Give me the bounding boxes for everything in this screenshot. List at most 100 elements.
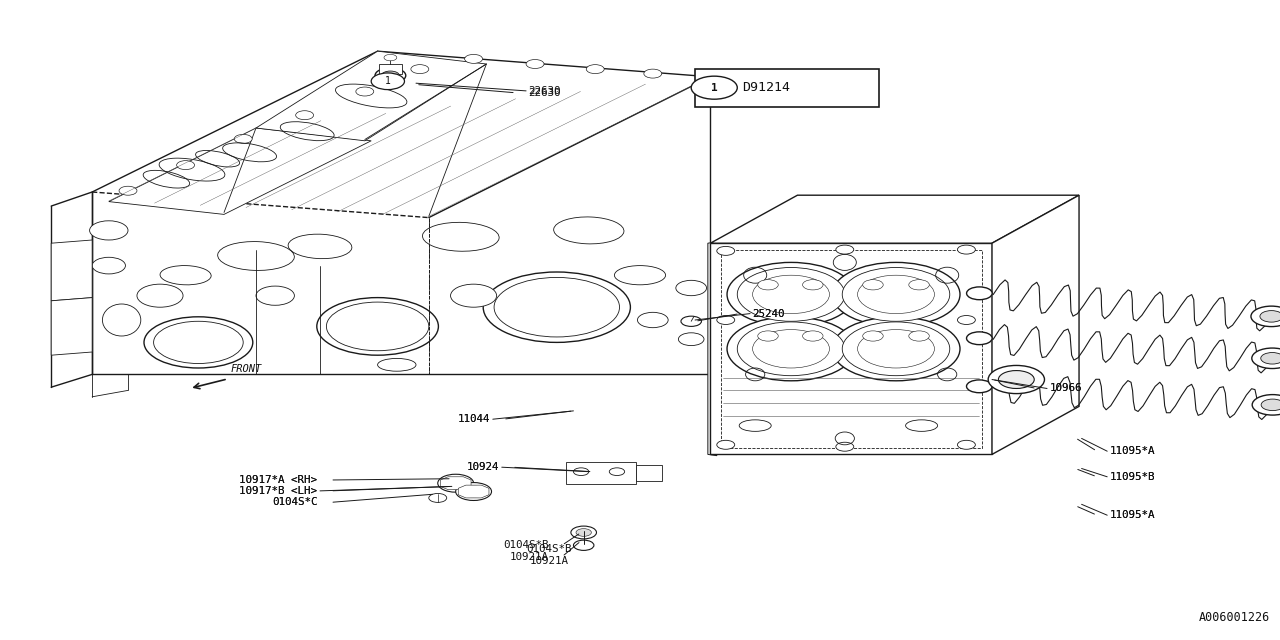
Text: 10917*A <RH>: 10917*A <RH> <box>239 475 317 485</box>
Circle shape <box>90 221 128 240</box>
Text: 10921A: 10921A <box>511 552 549 562</box>
Circle shape <box>1260 310 1280 322</box>
Text: 25240: 25240 <box>753 308 785 319</box>
Circle shape <box>842 322 950 376</box>
Text: 0104S*C: 0104S*C <box>271 497 317 508</box>
Circle shape <box>296 111 314 120</box>
Circle shape <box>678 333 704 346</box>
Circle shape <box>637 312 668 328</box>
Circle shape <box>573 540 594 550</box>
Text: 11095*A: 11095*A <box>1110 510 1156 520</box>
Circle shape <box>727 317 855 381</box>
Circle shape <box>966 287 992 300</box>
Circle shape <box>717 440 735 449</box>
Text: 11095*A: 11095*A <box>1110 446 1156 456</box>
Circle shape <box>1252 348 1280 369</box>
Circle shape <box>836 245 854 254</box>
Text: 10966: 10966 <box>1050 383 1082 394</box>
Circle shape <box>92 257 125 274</box>
Text: 10966: 10966 <box>1050 383 1082 394</box>
Circle shape <box>727 262 855 326</box>
Text: D91214: D91214 <box>742 81 791 94</box>
Circle shape <box>858 330 934 368</box>
Polygon shape <box>992 195 1079 454</box>
Circle shape <box>717 246 735 255</box>
Text: 10921A: 10921A <box>530 556 568 566</box>
Circle shape <box>1251 306 1280 326</box>
Circle shape <box>803 280 823 290</box>
Circle shape <box>177 161 195 170</box>
Circle shape <box>609 468 625 476</box>
Circle shape <box>234 134 252 143</box>
Circle shape <box>988 365 1044 394</box>
Circle shape <box>957 440 975 449</box>
Circle shape <box>737 322 845 376</box>
Circle shape <box>803 331 823 341</box>
Circle shape <box>429 493 447 502</box>
Text: 10917*A <RH>: 10917*A <RH> <box>239 475 317 485</box>
Circle shape <box>1252 395 1280 415</box>
Text: FRONT: FRONT <box>230 364 261 374</box>
Circle shape <box>758 331 778 341</box>
Circle shape <box>737 268 845 321</box>
Polygon shape <box>566 462 636 484</box>
Circle shape <box>644 69 662 78</box>
Text: 1: 1 <box>710 83 718 93</box>
Circle shape <box>832 262 960 326</box>
Polygon shape <box>379 64 402 74</box>
Circle shape <box>966 332 992 345</box>
Text: 10917*B <LH>: 10917*B <LH> <box>239 486 317 496</box>
Circle shape <box>681 316 701 326</box>
Circle shape <box>842 268 950 321</box>
Polygon shape <box>636 465 662 481</box>
Circle shape <box>462 486 485 497</box>
Polygon shape <box>708 242 717 456</box>
Text: 11044: 11044 <box>458 414 490 424</box>
Circle shape <box>717 316 735 324</box>
Circle shape <box>381 71 399 80</box>
Circle shape <box>573 468 589 476</box>
Circle shape <box>356 87 374 96</box>
Text: 10924: 10924 <box>467 462 499 472</box>
Text: 0104S*B: 0104S*B <box>526 544 572 554</box>
Circle shape <box>576 529 591 536</box>
Circle shape <box>998 371 1034 388</box>
Text: 25240: 25240 <box>753 308 785 319</box>
Text: 0104S*B: 0104S*B <box>503 540 549 550</box>
Circle shape <box>836 442 854 451</box>
Circle shape <box>137 284 183 307</box>
Polygon shape <box>51 298 92 355</box>
Text: 0104S*C: 0104S*C <box>271 497 317 508</box>
Circle shape <box>753 275 829 314</box>
Circle shape <box>753 330 829 368</box>
Polygon shape <box>256 51 486 141</box>
Polygon shape <box>710 195 1079 243</box>
Text: 10917*B <LH>: 10917*B <LH> <box>239 486 317 496</box>
Circle shape <box>411 65 429 74</box>
Circle shape <box>438 474 474 492</box>
Text: 22630: 22630 <box>529 86 561 96</box>
Circle shape <box>858 275 934 314</box>
FancyBboxPatch shape <box>695 69 879 107</box>
Circle shape <box>691 76 737 99</box>
Circle shape <box>966 380 992 393</box>
Circle shape <box>758 280 778 290</box>
Circle shape <box>384 54 397 61</box>
Polygon shape <box>458 485 489 498</box>
Circle shape <box>371 73 404 90</box>
Circle shape <box>863 280 883 290</box>
Circle shape <box>526 60 544 68</box>
Text: 10924: 10924 <box>467 462 499 472</box>
Circle shape <box>119 186 137 195</box>
Circle shape <box>863 331 883 341</box>
Circle shape <box>957 245 975 254</box>
Polygon shape <box>51 240 92 301</box>
Text: 22630: 22630 <box>529 88 561 98</box>
Circle shape <box>256 286 294 305</box>
Text: 11095*A: 11095*A <box>1110 510 1156 520</box>
Circle shape <box>571 526 596 539</box>
Circle shape <box>1261 399 1280 411</box>
Polygon shape <box>440 477 471 490</box>
Circle shape <box>1261 353 1280 364</box>
Text: A006001226: A006001226 <box>1198 611 1270 624</box>
